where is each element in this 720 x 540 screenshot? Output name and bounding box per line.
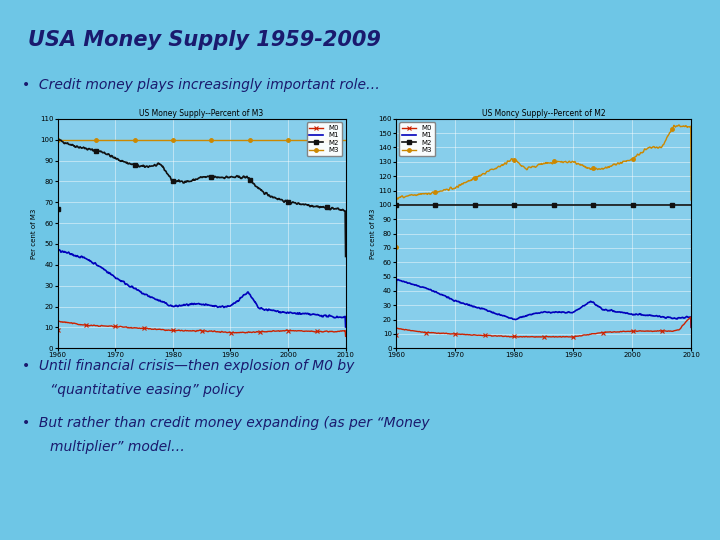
Text: USA Money Supply 1959-2009: USA Money Supply 1959-2009	[28, 30, 381, 51]
Title: US Money Supply--Percent of M3: US Money Supply--Percent of M3	[140, 109, 264, 118]
Text: multiplier” model…: multiplier” model…	[50, 440, 185, 454]
Text: •  But rather than credit money expanding (as per “Money: • But rather than credit money expanding…	[22, 416, 429, 430]
Legend: M0, M1, M2, M3: M0, M1, M2, M3	[307, 122, 342, 156]
Text: “quantitative easing” policy: “quantitative easing” policy	[50, 383, 244, 397]
Title: US Moncy Supply--Percent of M2: US Moncy Supply--Percent of M2	[482, 109, 606, 118]
Text: •  Until financial crisis—then explosion of M0 by: • Until financial crisis—then explosion …	[22, 359, 354, 373]
Text: •  Credit money plays increasingly important role…: • Credit money plays increasingly import…	[22, 78, 379, 92]
Y-axis label: Per cent of M3: Per cent of M3	[31, 208, 37, 259]
Y-axis label: Per cent of M3: Per cent of M3	[369, 208, 376, 259]
Legend: M0, M1, M2, M3: M0, M1, M2, M3	[400, 122, 435, 156]
